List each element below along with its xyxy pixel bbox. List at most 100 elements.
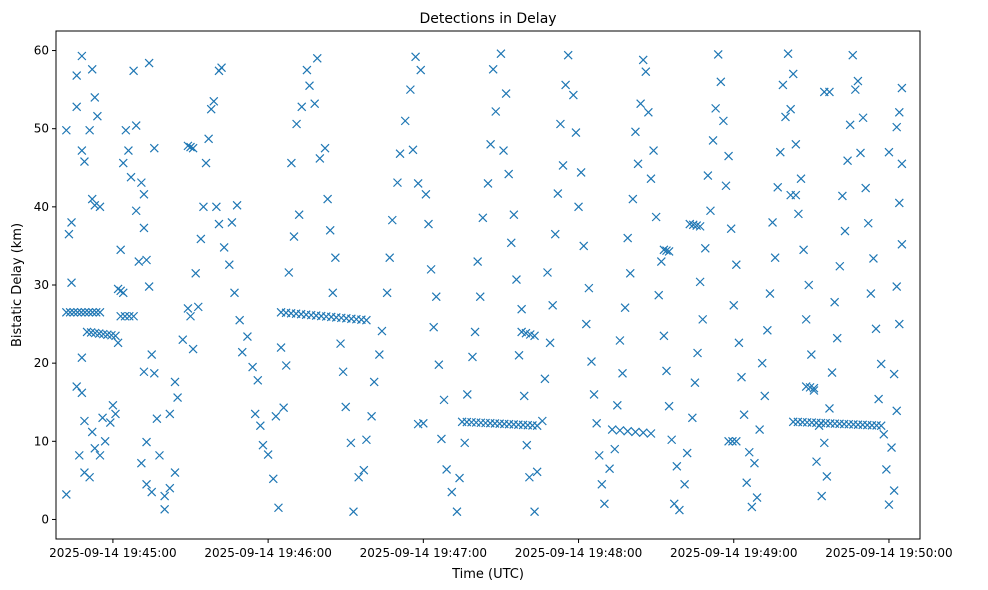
detection-marker <box>876 421 886 431</box>
detection-marker <box>750 458 759 468</box>
detection-marker <box>413 178 423 188</box>
detection-marker <box>147 350 157 359</box>
detection-marker <box>297 102 307 112</box>
detection-marker <box>134 257 144 266</box>
detection-marker <box>628 194 638 204</box>
detection-marker <box>405 85 415 95</box>
detection-marker <box>475 292 485 302</box>
y-tick-label: 60 <box>34 44 49 58</box>
detection-marker <box>349 507 358 517</box>
detection-marker <box>506 238 516 248</box>
detection-marker <box>113 338 123 348</box>
detection-marker <box>144 282 154 291</box>
detection-marker <box>512 275 521 284</box>
detection-marker <box>688 220 698 230</box>
detection-marker <box>643 107 653 117</box>
detection-marker <box>95 450 105 460</box>
detection-marker <box>530 331 539 341</box>
detection-marker <box>367 411 377 421</box>
detection-marker <box>325 225 335 235</box>
detection-marker <box>382 288 392 298</box>
detection-marker <box>191 268 201 278</box>
detection-marker <box>879 429 889 439</box>
detection-marker <box>850 85 860 95</box>
detection-marker <box>87 194 97 204</box>
detection-marker <box>320 143 330 153</box>
detection-marker <box>646 429 656 438</box>
detection-marker <box>61 125 71 135</box>
detection-marker <box>95 202 105 212</box>
detection-marker <box>116 245 126 255</box>
detection-marker <box>675 505 684 515</box>
detection-marker <box>186 142 195 152</box>
detection-marker <box>129 66 139 76</box>
detection-marker <box>728 436 737 446</box>
detection-marker <box>825 404 834 413</box>
detection-marker <box>421 189 431 199</box>
detection-marker <box>887 443 896 452</box>
detection-marker <box>680 479 690 489</box>
detection-marker <box>571 128 581 138</box>
detection-marker <box>77 353 87 363</box>
detection-marker <box>139 223 149 233</box>
detection-marker <box>892 282 902 291</box>
y-tick-label: 20 <box>34 356 49 370</box>
detection-marker <box>455 473 464 483</box>
x-tick-label: 2025-09-14 19:50:00 <box>825 546 952 560</box>
detection-marker <box>806 350 816 359</box>
detection-marker <box>889 486 899 495</box>
detection-marker <box>618 368 627 378</box>
detection-marker <box>861 183 871 193</box>
detection-marker <box>219 243 229 252</box>
detection-marker <box>165 409 175 419</box>
detection-marker <box>584 283 594 293</box>
detection-marker <box>144 58 154 68</box>
detection-marker <box>400 116 410 126</box>
detection-marker <box>92 111 102 121</box>
detection-marker <box>641 67 651 77</box>
detection-marker <box>91 307 101 317</box>
detection-marker <box>468 352 477 362</box>
detection-marker <box>884 500 894 510</box>
detection-marker <box>108 400 118 410</box>
detection-marker <box>346 438 356 448</box>
detection-marker <box>724 151 733 161</box>
detection-marker <box>897 239 907 249</box>
detection-marker <box>783 49 793 59</box>
detection-marker <box>698 314 708 324</box>
detection-marker <box>369 377 379 387</box>
detection-marker <box>178 335 188 345</box>
detection-marker <box>305 81 314 91</box>
detection-marker <box>61 490 71 499</box>
detection-marker <box>170 468 180 477</box>
detection-marker <box>452 507 462 517</box>
detection-marker <box>328 288 338 298</box>
detection-marker <box>700 243 710 253</box>
detection-marker <box>786 104 796 114</box>
detection-marker <box>770 253 780 263</box>
detection-marker <box>708 135 718 145</box>
detection-marker <box>61 307 71 317</box>
detection-marker <box>760 391 770 401</box>
detection-marker <box>649 146 658 155</box>
detection-marker <box>695 277 705 287</box>
detection-marker <box>848 50 858 60</box>
detection-marker <box>809 383 819 393</box>
detection-marker <box>522 440 532 450</box>
detection-marker <box>773 182 783 192</box>
detection-marker <box>897 159 907 169</box>
detection-marker <box>393 178 402 188</box>
detection-marker <box>289 232 299 241</box>
detection-marker <box>85 472 95 482</box>
detection-marker <box>361 315 371 325</box>
detection-marker <box>90 200 100 210</box>
detection-marker <box>532 467 542 477</box>
detection-marker <box>72 71 82 80</box>
detection-marker <box>545 338 555 348</box>
detection-marker <box>486 139 496 149</box>
detection-marker <box>734 338 744 348</box>
detection-marker <box>894 319 904 329</box>
detection-marker <box>817 491 827 501</box>
detection-marker <box>765 289 775 299</box>
detection-marker <box>100 436 110 446</box>
